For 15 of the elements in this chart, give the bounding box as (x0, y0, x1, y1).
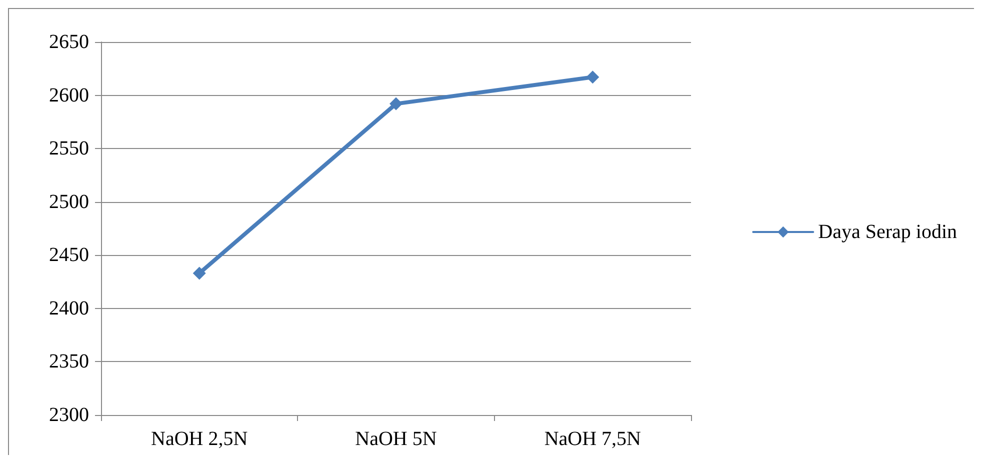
x-tick-label: NaOH 2,5N (151, 428, 248, 450)
y-tick-label: 2350 (49, 350, 89, 373)
legend-label: Daya Serap iodin (818, 221, 958, 243)
y-tick-label: 2650 (49, 31, 89, 53)
x-tick-label: NaOH 7,5N (544, 428, 641, 450)
y-tick-label: 2600 (49, 84, 89, 106)
y-tick-label: 2500 (49, 190, 89, 213)
point (390, 97, 402, 110)
y-tick-label: 2450 (49, 244, 89, 266)
y-tick-label: 2400 (49, 297, 89, 320)
point (586, 70, 600, 84)
x-tick-label: NaOH 5N (355, 428, 437, 450)
y-tick-label: 2300 (49, 404, 89, 426)
y-tick-label: 2550 (49, 138, 89, 160)
point (192, 266, 206, 280)
